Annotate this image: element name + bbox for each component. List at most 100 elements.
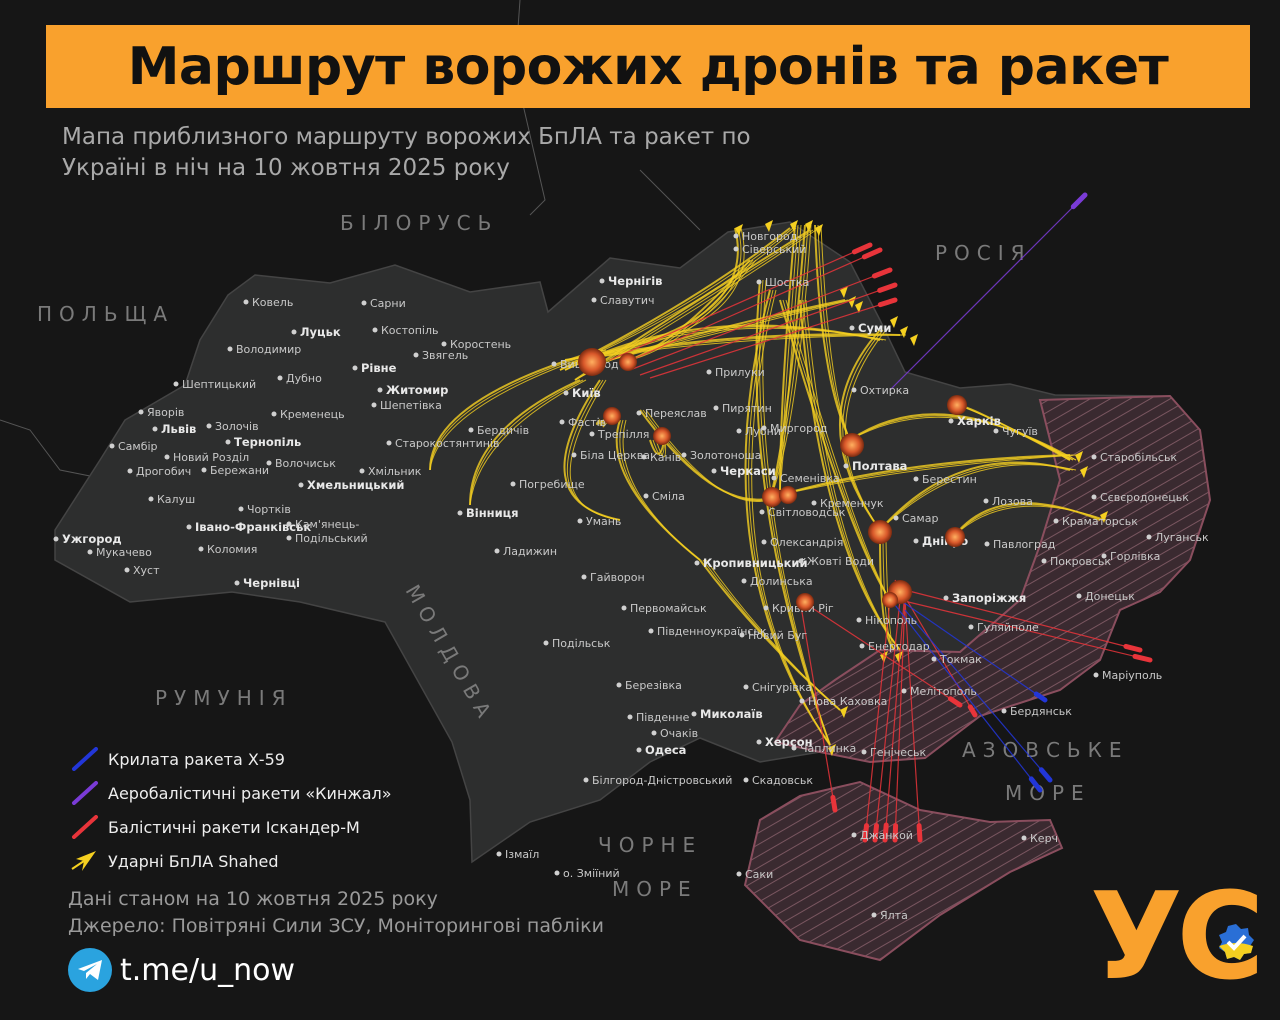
explosion-icon (796, 593, 814, 611)
city-dot (563, 390, 569, 396)
city-dot (1091, 494, 1097, 500)
missile-route (874, 599, 901, 841)
city-dot (691, 711, 697, 717)
explosion-icon (762, 487, 782, 507)
city-label: Маріуполь (1102, 669, 1162, 682)
missile-route (864, 599, 891, 841)
missile-icon (830, 794, 838, 813)
city-label: Південне (636, 711, 690, 724)
city-label: Горлівка (1110, 550, 1160, 563)
explosion-icon (779, 486, 797, 504)
city-dot (648, 628, 654, 634)
missile-icon (861, 247, 883, 260)
city-dot (225, 439, 231, 445)
city-label: Енергодар (868, 640, 930, 653)
city-dot (843, 463, 849, 469)
city-dot (636, 410, 642, 416)
missile-icon (72, 781, 98, 805)
city-dot (849, 325, 855, 331)
country-label: РУМУНІЯ (155, 686, 293, 710)
city-label: Новий Буг (748, 629, 807, 642)
drone-route (817, 224, 851, 441)
footer: Дані станом на 10 жовтня 2025 року Джере… (68, 886, 604, 940)
city-dot (291, 329, 297, 335)
city-label: Коломия (207, 543, 257, 556)
explosion-icon (882, 592, 898, 608)
legend-label: Балістичні ракети Іскандер-М (108, 817, 360, 837)
city-label: Самар (902, 512, 938, 525)
city-dot (286, 535, 292, 541)
city-label: Чаплинка (800, 742, 856, 755)
city-dot (124, 567, 130, 573)
city-dot (361, 300, 367, 306)
city-dot (371, 402, 377, 408)
city-dot (1053, 518, 1059, 524)
telegram-link[interactable]: t.me/u_now (68, 948, 295, 992)
missile-icon (72, 747, 98, 771)
city-dot (711, 468, 717, 474)
city-label: Долинська (750, 575, 813, 588)
city-dot (457, 510, 463, 516)
missile-route (639, 284, 896, 376)
drone-icon (895, 651, 903, 663)
city-label: Саки (745, 868, 773, 881)
city-label: Мелітополь (910, 685, 977, 698)
city-dot (948, 418, 954, 424)
city-label: Гуляйполе (977, 621, 1039, 634)
city-dot (761, 539, 767, 545)
date-note: Дані станом на 10 жовтня 2025 року (68, 888, 438, 910)
legend-item-shahed: Ударні БпЛА Shahed (70, 844, 392, 878)
missile-icon (1070, 192, 1088, 210)
missile-route (799, 599, 836, 811)
city-label: Хмельницький (307, 478, 404, 492)
source-note: Джерело: Повітряні Сили ЗСУ, Моніторинго… (68, 915, 604, 937)
legend-label: Аеробалістичні ракети «Кинжал» (108, 783, 392, 803)
city-label: Миргород (770, 422, 828, 435)
city-dot (733, 233, 739, 239)
city-label: Скадовськ (752, 774, 813, 787)
drone-route (779, 454, 1074, 496)
drone-route (769, 224, 812, 501)
city-dot (148, 496, 154, 502)
city-dot (186, 524, 192, 530)
legend-item-kh59: Крилата ракета Х-59 (70, 742, 392, 776)
city-dot (510, 481, 516, 487)
city-label: Вінниця (466, 506, 519, 520)
city-label: Ізмаїл (505, 848, 539, 861)
city-label: Трепілля (597, 428, 649, 441)
city-label: Чортків (247, 503, 291, 516)
country-label: ЧОРНЕ (598, 833, 702, 857)
city-dot (763, 605, 769, 611)
explosion-icon (868, 520, 892, 544)
drone-route (954, 505, 1107, 536)
city-dot (127, 468, 133, 474)
missile-route (799, 599, 961, 706)
city-dot (234, 580, 240, 586)
missile-icon (1038, 767, 1053, 783)
city-dot (138, 409, 144, 415)
city-label: Суми (858, 321, 891, 335)
city-dot (759, 509, 765, 515)
drone-route (842, 329, 884, 531)
city-label: Первомайськ (630, 602, 707, 615)
city-label: Славутич (600, 294, 655, 307)
city-dot (277, 375, 283, 381)
city-label: Тернопіль (234, 435, 301, 449)
city-dot (543, 640, 549, 646)
city-dot (53, 536, 59, 542)
city-label: Старобільськ (1100, 451, 1177, 464)
missile-routes (609, 192, 1153, 843)
city-dot (599, 278, 605, 284)
city-dot (931, 656, 937, 662)
city-dot (589, 431, 595, 437)
city-label: Джанкой (860, 829, 913, 842)
drone-route (805, 299, 901, 651)
city-label: Південноукраїнськ (657, 625, 767, 638)
city-dot (901, 688, 907, 694)
drone-route (748, 289, 831, 746)
city-dot (681, 452, 687, 458)
city-label: Пирятин (722, 402, 772, 415)
drone-icon (735, 224, 743, 236)
city-label: Хуст (133, 564, 160, 577)
city-dot (713, 405, 719, 411)
